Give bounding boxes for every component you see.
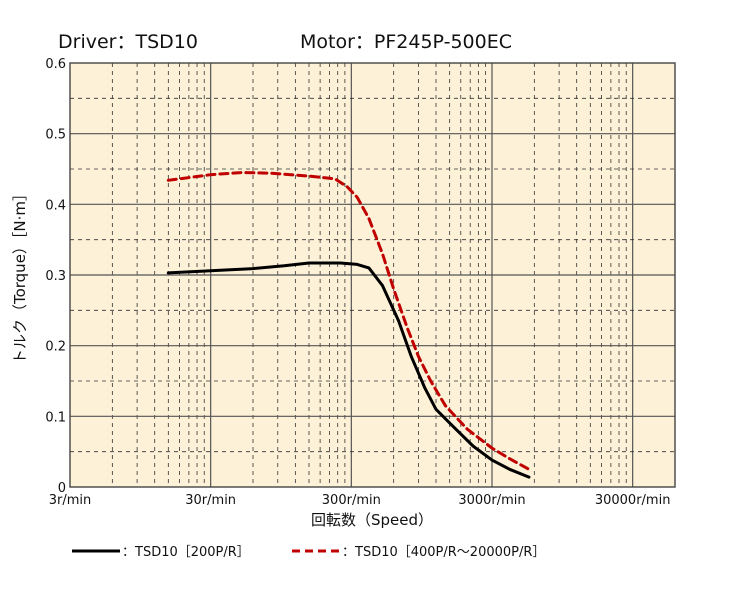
legend-label-solid: ：TSD10［200P/R］ [122, 545, 250, 560]
y-tick-label: 0 [58, 481, 66, 496]
legend-label-dashed: ：TSD10［400P/R～20000P/R］ [342, 545, 545, 560]
x-tick-label: 300r/min [322, 493, 381, 508]
motor-title: Motor：PF245P-500EC [300, 31, 512, 53]
y-tick-label: 0.5 [45, 128, 66, 143]
x-tick-label: 30r/min [185, 493, 236, 508]
series-group [166, 171, 531, 479]
y-tick-label: 0.2 [45, 340, 66, 355]
y-tick-label: 0.3 [45, 269, 66, 284]
y-tick-label: 0.6 [45, 57, 66, 72]
legend: ：TSD10［200P/R］ ：TSD10［400P/R～20000P/R］ [72, 545, 545, 560]
x-axis-label: 回転数（Speed） [311, 511, 433, 529]
y-tick-label: 0.1 [45, 410, 66, 425]
series-line-200pr [166, 261, 531, 479]
y-tick-label: 0.4 [45, 198, 66, 213]
grid [70, 63, 675, 487]
y-axis-label: トルク（Torque）［N·m］ [11, 186, 29, 364]
y-tick-labels: 0 0.1 0.2 0.3 0.4 0.5 0.6 [45, 57, 66, 496]
x-tick-label: 30000r/min [595, 493, 671, 508]
driver-title: Driver：TSD10 [58, 31, 198, 53]
x-tick-label: 3000r/min [458, 493, 525, 508]
plot-frame [69, 62, 676, 488]
series-line-400-20000pr [166, 171, 531, 471]
x-tick-labels: 3r/min 30r/min 300r/min 3000r/min 30000r/min [49, 493, 671, 508]
x-tick-label: 3r/min [49, 493, 92, 508]
